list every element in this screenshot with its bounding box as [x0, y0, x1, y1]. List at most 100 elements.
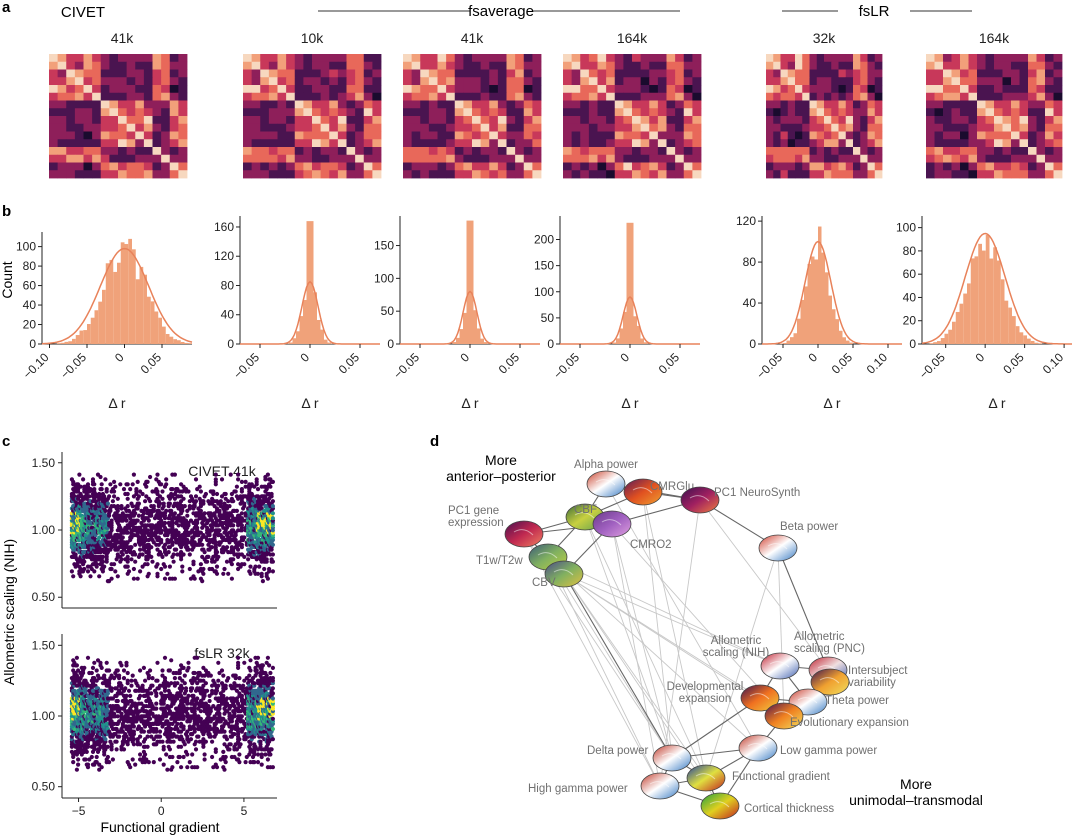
matrix-cell: [277, 131, 287, 140]
matrix-cell: [588, 108, 598, 117]
hexbin-point: [109, 742, 114, 747]
matrix-cell: [251, 100, 261, 109]
hexbin-point: [198, 562, 203, 567]
matrix-cell: [57, 147, 67, 156]
hexbin-point: [224, 545, 230, 550]
matrix-cell: [787, 69, 796, 78]
hexbin-point: [148, 474, 153, 480]
matrix-cell: [437, 69, 447, 78]
hexbin-point: [112, 562, 117, 567]
matrix-cell: [571, 77, 581, 86]
hist-xtick-label: 0.05: [829, 350, 856, 377]
matrix-cell: [1019, 147, 1029, 156]
matrix-cell: [135, 123, 145, 132]
matrix-cell: [632, 131, 642, 140]
matrix-cell: [614, 85, 624, 94]
matrix-cell: [320, 92, 330, 101]
matrix-cell: [420, 116, 430, 125]
matrix-cell: [809, 100, 818, 109]
hist-xtick-label: 0.05: [656, 350, 683, 377]
matrix-cell: [934, 147, 944, 156]
matrix-cell: [563, 92, 573, 101]
hexbin-point: [124, 660, 129, 665]
hist-xtick-label: −0.05: [391, 350, 423, 382]
matrix-cell: [675, 92, 685, 101]
matrix-cell: [1045, 170, 1054, 179]
hexbin-point: [90, 665, 96, 671]
matrix-cell: [977, 85, 986, 94]
matrix-cell: [92, 100, 102, 109]
matrix-cell: [845, 108, 854, 117]
matrix-cell: [780, 170, 789, 179]
matrix-cell: [437, 61, 447, 70]
matrix-cell: [1053, 85, 1063, 94]
matrix-cell: [303, 147, 313, 156]
hexbin-point: [145, 744, 150, 749]
matrix-cell: [337, 54, 347, 63]
matrix-cell: [649, 147, 659, 156]
matrix-cell: [372, 139, 382, 148]
matrix-cell: [161, 139, 171, 148]
matrix-cell: [666, 92, 676, 101]
hist-xtick-label: 0: [457, 350, 472, 365]
matrix-cell: [294, 131, 304, 140]
matrix-cell: [337, 123, 347, 132]
hist-bar: [835, 319, 839, 344]
matrix-cell: [372, 147, 382, 156]
matrix-cell: [109, 61, 119, 70]
matrix-cell: [934, 162, 944, 171]
matrix-cell: [515, 92, 525, 101]
matrix-cell: [666, 147, 676, 156]
matrix-cell: [100, 170, 110, 179]
panel-label-c: c: [2, 433, 10, 450]
scatter-ytick-label: 1.00: [32, 523, 56, 537]
matrix-cell: [926, 54, 935, 63]
hexbin-point: [136, 513, 141, 518]
matrix-cell: [74, 162, 84, 171]
matrix-cell: [588, 147, 598, 156]
matrix-cell: [985, 61, 995, 70]
matrix-cell: [683, 123, 693, 132]
matrix-cell: [515, 100, 525, 109]
matrix-cell: [437, 116, 447, 125]
hexbin-point: [134, 719, 139, 724]
matrix-cell: [372, 170, 382, 179]
matrix-cell: [951, 61, 961, 70]
matrix-cell: [118, 100, 128, 109]
hexbin-point: [138, 693, 143, 699]
matrix-cell: [951, 170, 961, 179]
hist-bar: [637, 325, 641, 344]
hist-xtick-label: 0.10: [864, 350, 891, 377]
hexbin-point: [87, 494, 92, 499]
hexbin-point: [193, 499, 199, 504]
matrix-cell: [853, 92, 861, 101]
matrix-cell: [480, 61, 490, 70]
matrix-cell: [1002, 139, 1012, 148]
hist-bar: [64, 341, 69, 344]
matrix-cell: [1045, 116, 1054, 125]
matrix-cell: [472, 116, 482, 125]
matrix-cell: [867, 139, 876, 148]
matrix-cell: [802, 162, 810, 171]
matrix-cell: [312, 85, 322, 94]
matrix-cell: [860, 139, 868, 148]
matrix-cell: [161, 123, 171, 132]
matrix-cell: [1011, 147, 1020, 156]
matrix-cell: [57, 154, 67, 163]
matrix-cell: [1045, 61, 1054, 70]
matrix-cell: [143, 77, 153, 86]
matrix-cell: [649, 170, 659, 179]
matrix-cell: [773, 170, 781, 179]
hexbin-point: [155, 489, 160, 494]
hexbin-point: [167, 501, 172, 506]
matrix-cell: [766, 123, 774, 132]
matrix-cell: [824, 85, 832, 94]
matrix-cell: [960, 92, 969, 101]
hexbin-point: [125, 564, 130, 569]
matrix-cell: [268, 154, 278, 163]
matrix-cell: [92, 77, 102, 86]
matrix-cell: [795, 61, 803, 70]
matrix-cell: [943, 139, 952, 148]
